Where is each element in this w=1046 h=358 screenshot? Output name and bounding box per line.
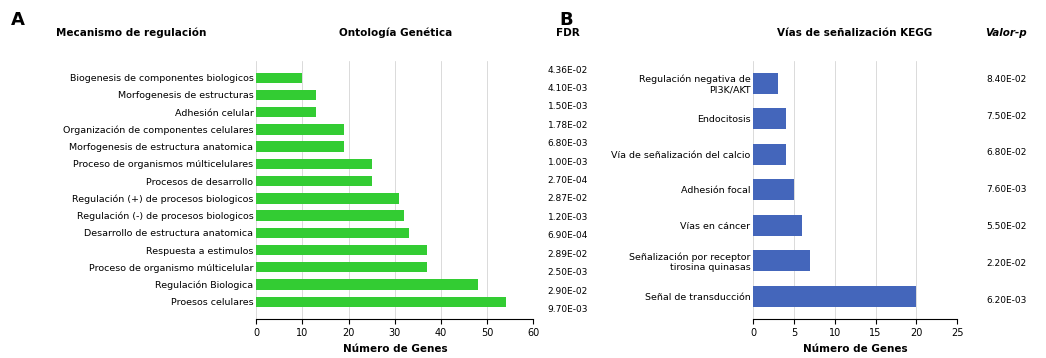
Text: 2.70E-04: 2.70E-04 bbox=[548, 176, 588, 185]
Text: Vías de señalización KEGG: Vías de señalización KEGG bbox=[777, 28, 933, 38]
Bar bbox=[256, 193, 400, 204]
Bar bbox=[256, 262, 427, 272]
Text: FDR: FDR bbox=[556, 28, 579, 38]
Text: 9.70E-03: 9.70E-03 bbox=[548, 305, 588, 314]
Bar bbox=[256, 107, 316, 117]
Text: 2.90E-02: 2.90E-02 bbox=[548, 286, 588, 295]
Text: 8.40E-02: 8.40E-02 bbox=[986, 75, 1026, 84]
Bar bbox=[753, 179, 794, 200]
Text: 2.89E-02: 2.89E-02 bbox=[548, 250, 588, 259]
X-axis label: Número de Genes: Número de Genes bbox=[802, 344, 908, 354]
Bar bbox=[753, 144, 786, 165]
X-axis label: Número de Genes: Número de Genes bbox=[342, 344, 448, 354]
Bar bbox=[256, 90, 316, 100]
Text: 1.20E-03: 1.20E-03 bbox=[548, 213, 588, 222]
Bar bbox=[753, 286, 916, 307]
Text: 7.50E-02: 7.50E-02 bbox=[986, 112, 1026, 121]
Bar bbox=[753, 250, 811, 271]
Text: A: A bbox=[10, 11, 24, 29]
Bar bbox=[256, 141, 344, 152]
Bar bbox=[256, 228, 409, 238]
Text: 6.80E-03: 6.80E-03 bbox=[548, 139, 588, 148]
Text: 6.20E-03: 6.20E-03 bbox=[986, 296, 1026, 305]
Text: 6.90E-04: 6.90E-04 bbox=[548, 231, 588, 240]
Text: 2.87E-02: 2.87E-02 bbox=[548, 194, 588, 203]
Bar bbox=[256, 211, 404, 221]
Text: 2.50E-03: 2.50E-03 bbox=[548, 268, 588, 277]
Bar bbox=[256, 124, 344, 135]
Text: B: B bbox=[560, 11, 573, 29]
Text: 4.10E-03: 4.10E-03 bbox=[548, 84, 588, 93]
Bar bbox=[256, 176, 371, 186]
Bar bbox=[256, 296, 506, 307]
Text: Ontología Genética: Ontología Genética bbox=[339, 27, 452, 38]
Bar bbox=[256, 279, 478, 290]
Text: 5.50E-02: 5.50E-02 bbox=[986, 222, 1026, 231]
Text: 7.60E-03: 7.60E-03 bbox=[986, 185, 1026, 194]
Text: 1.78E-02: 1.78E-02 bbox=[548, 121, 588, 130]
Bar bbox=[753, 108, 786, 129]
Text: 1.50E-03: 1.50E-03 bbox=[548, 102, 588, 111]
Bar bbox=[256, 159, 371, 169]
Bar bbox=[753, 214, 802, 236]
Text: 4.36E-02: 4.36E-02 bbox=[548, 66, 588, 74]
Bar bbox=[753, 73, 777, 94]
Bar bbox=[256, 245, 427, 255]
Text: Valor-p: Valor-p bbox=[985, 28, 1027, 38]
Text: 6.80E-02: 6.80E-02 bbox=[986, 149, 1026, 158]
Text: 1.00E-03: 1.00E-03 bbox=[548, 158, 588, 166]
Bar bbox=[256, 73, 302, 83]
Text: 2.20E-02: 2.20E-02 bbox=[986, 259, 1026, 268]
Text: Mecanismo de regulación: Mecanismo de regulación bbox=[55, 27, 206, 38]
